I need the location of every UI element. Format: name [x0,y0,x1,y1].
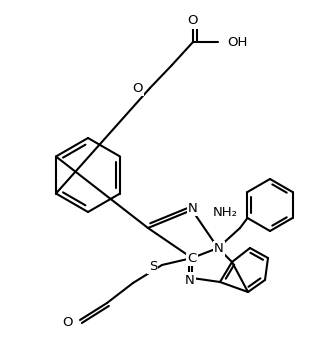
Text: O: O [63,316,73,329]
Text: O: O [132,82,143,95]
Text: O: O [187,14,197,28]
Text: S: S [149,259,157,273]
Text: N: N [214,243,224,256]
Text: OH: OH [227,36,247,48]
Text: C: C [187,251,197,264]
Text: NH₂: NH₂ [213,207,238,220]
Text: N: N [188,202,198,215]
Text: N: N [185,274,195,287]
